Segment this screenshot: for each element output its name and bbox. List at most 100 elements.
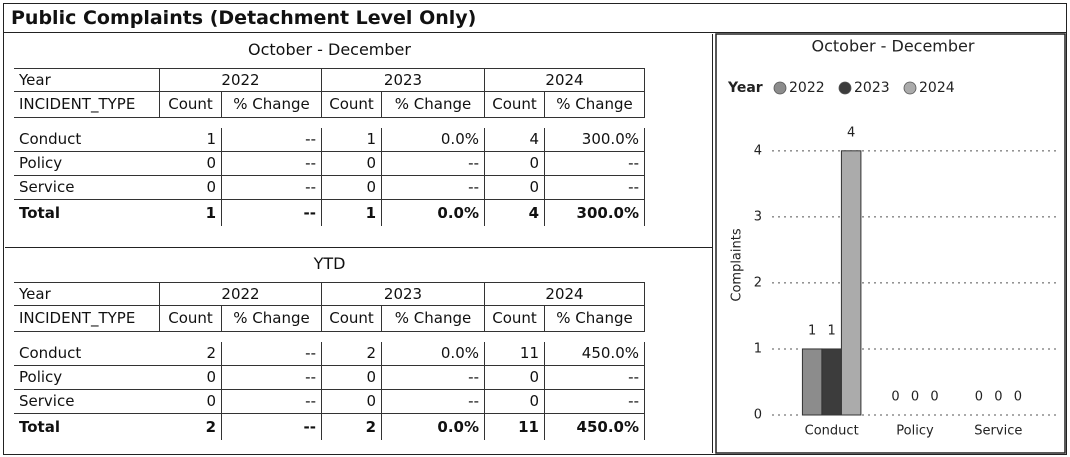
table-cell: -- [545,176,645,200]
header-cell: % Change [545,92,645,118]
report-title: Public Complaints (Detachment Level Only… [11,6,477,29]
table-cell: 2 [322,342,382,366]
table-cell: 0.0% [382,128,485,152]
table-cell: 0 [485,390,545,414]
table-title: October - December [248,40,411,59]
y-tick-label: 2 [754,275,762,290]
table-cell: 1 [322,128,382,152]
row-label: Total [19,417,60,436]
header-cell: Count [160,92,222,118]
row-label: Policy [14,152,160,176]
header-cell: Year [14,282,160,306]
x-tick-label: Service [974,424,1022,439]
legend-label: 2024 [919,80,955,96]
table-cell: -- [222,128,322,152]
table-cell: -- [545,390,645,414]
x-tick-label: Conduct [805,424,859,439]
header-cell: % Change [222,306,322,332]
header-cell: 2022 [160,68,322,92]
y-tick-label: 4 [754,143,762,158]
data-label: 0 [930,390,938,405]
table-cell: 0.0% [382,342,485,366]
data-label: 0 [1014,390,1022,405]
table-cell: 0 [322,390,382,414]
row-label: Conduct [14,342,160,366]
table-cell: 0 [160,390,222,414]
table-cell: 0.0% [382,414,485,440]
chart-title: October - December [812,37,975,56]
table-cell: -- [382,366,485,390]
legend-title: Year [727,80,763,96]
table-cell: 0 [160,176,222,200]
table-title: YTD [313,254,346,273]
row-label: Total [19,203,60,222]
table-cell: -- [222,200,322,226]
table-cell: 300.0% [545,200,645,226]
table-cell: 1 [322,200,382,226]
table-cell: 0 [485,152,545,176]
table-cell: 0.0% [382,200,485,226]
legend-label: 2023 [854,80,890,96]
table-cell: 4 [485,200,545,226]
table-cell: 11 [485,414,545,440]
title-bar [3,3,1067,33]
header-cell: Count [322,92,382,118]
table-cell: 0 [485,366,545,390]
table-cell: 0 [322,176,382,200]
table-cell: -- [222,366,322,390]
x-tick-label: Policy [896,424,934,439]
header-cell: 2024 [485,282,645,306]
bar [801,348,823,416]
table-cell: 450.0% [545,414,645,440]
table-cell: 0 [160,152,222,176]
table-cell: 0 [160,366,222,390]
row-label: Service [14,390,160,414]
table-cell: 300.0% [545,128,645,152]
table-cell: 2 [160,342,222,366]
table-cell: -- [382,176,485,200]
header-cell: Year [14,68,160,92]
data-label: 0 [911,390,919,405]
panel [5,248,713,453]
row-label: Conduct [14,128,160,152]
legend-swatch [773,81,787,95]
y-tick-label: 0 [754,408,762,423]
header-cell: Count [160,306,222,332]
chart-panel [715,33,1066,454]
legend-swatch [903,81,917,95]
data-label: 0 [975,390,983,405]
table-cell: 0 [322,152,382,176]
bar [840,150,862,416]
row-label: Service [14,176,160,200]
header-cell: Count [322,306,382,332]
table-cell: -- [222,342,322,366]
header-cell: 2022 [160,282,322,306]
bar [821,348,842,416]
table-cell: -- [222,152,322,176]
data-label: 4 [847,125,855,140]
table-cell: -- [545,366,645,390]
header-cell: Count [485,306,545,332]
y-axis-label: Complaints [730,228,745,301]
header-cell: INCIDENT_TYPE [14,92,160,118]
table-cell: -- [382,152,485,176]
table-cell: -- [222,390,322,414]
table-cell: 2 [160,414,222,440]
table-cell: 0 [322,366,382,390]
data-label: 1 [828,323,836,338]
table-cell: -- [382,390,485,414]
y-tick-label: 1 [754,341,762,356]
y-tick-label: 3 [754,209,762,224]
header-cell: 2023 [322,282,485,306]
legend-label: 2022 [789,80,825,96]
data-label: 0 [994,390,1002,405]
header-cell: 2023 [322,68,485,92]
table-cell: 1 [160,200,222,226]
table-cell: 450.0% [545,342,645,366]
data-label: 0 [891,390,899,405]
legend-swatch [838,81,852,95]
table-cell: 1 [160,128,222,152]
header-cell: % Change [222,92,322,118]
